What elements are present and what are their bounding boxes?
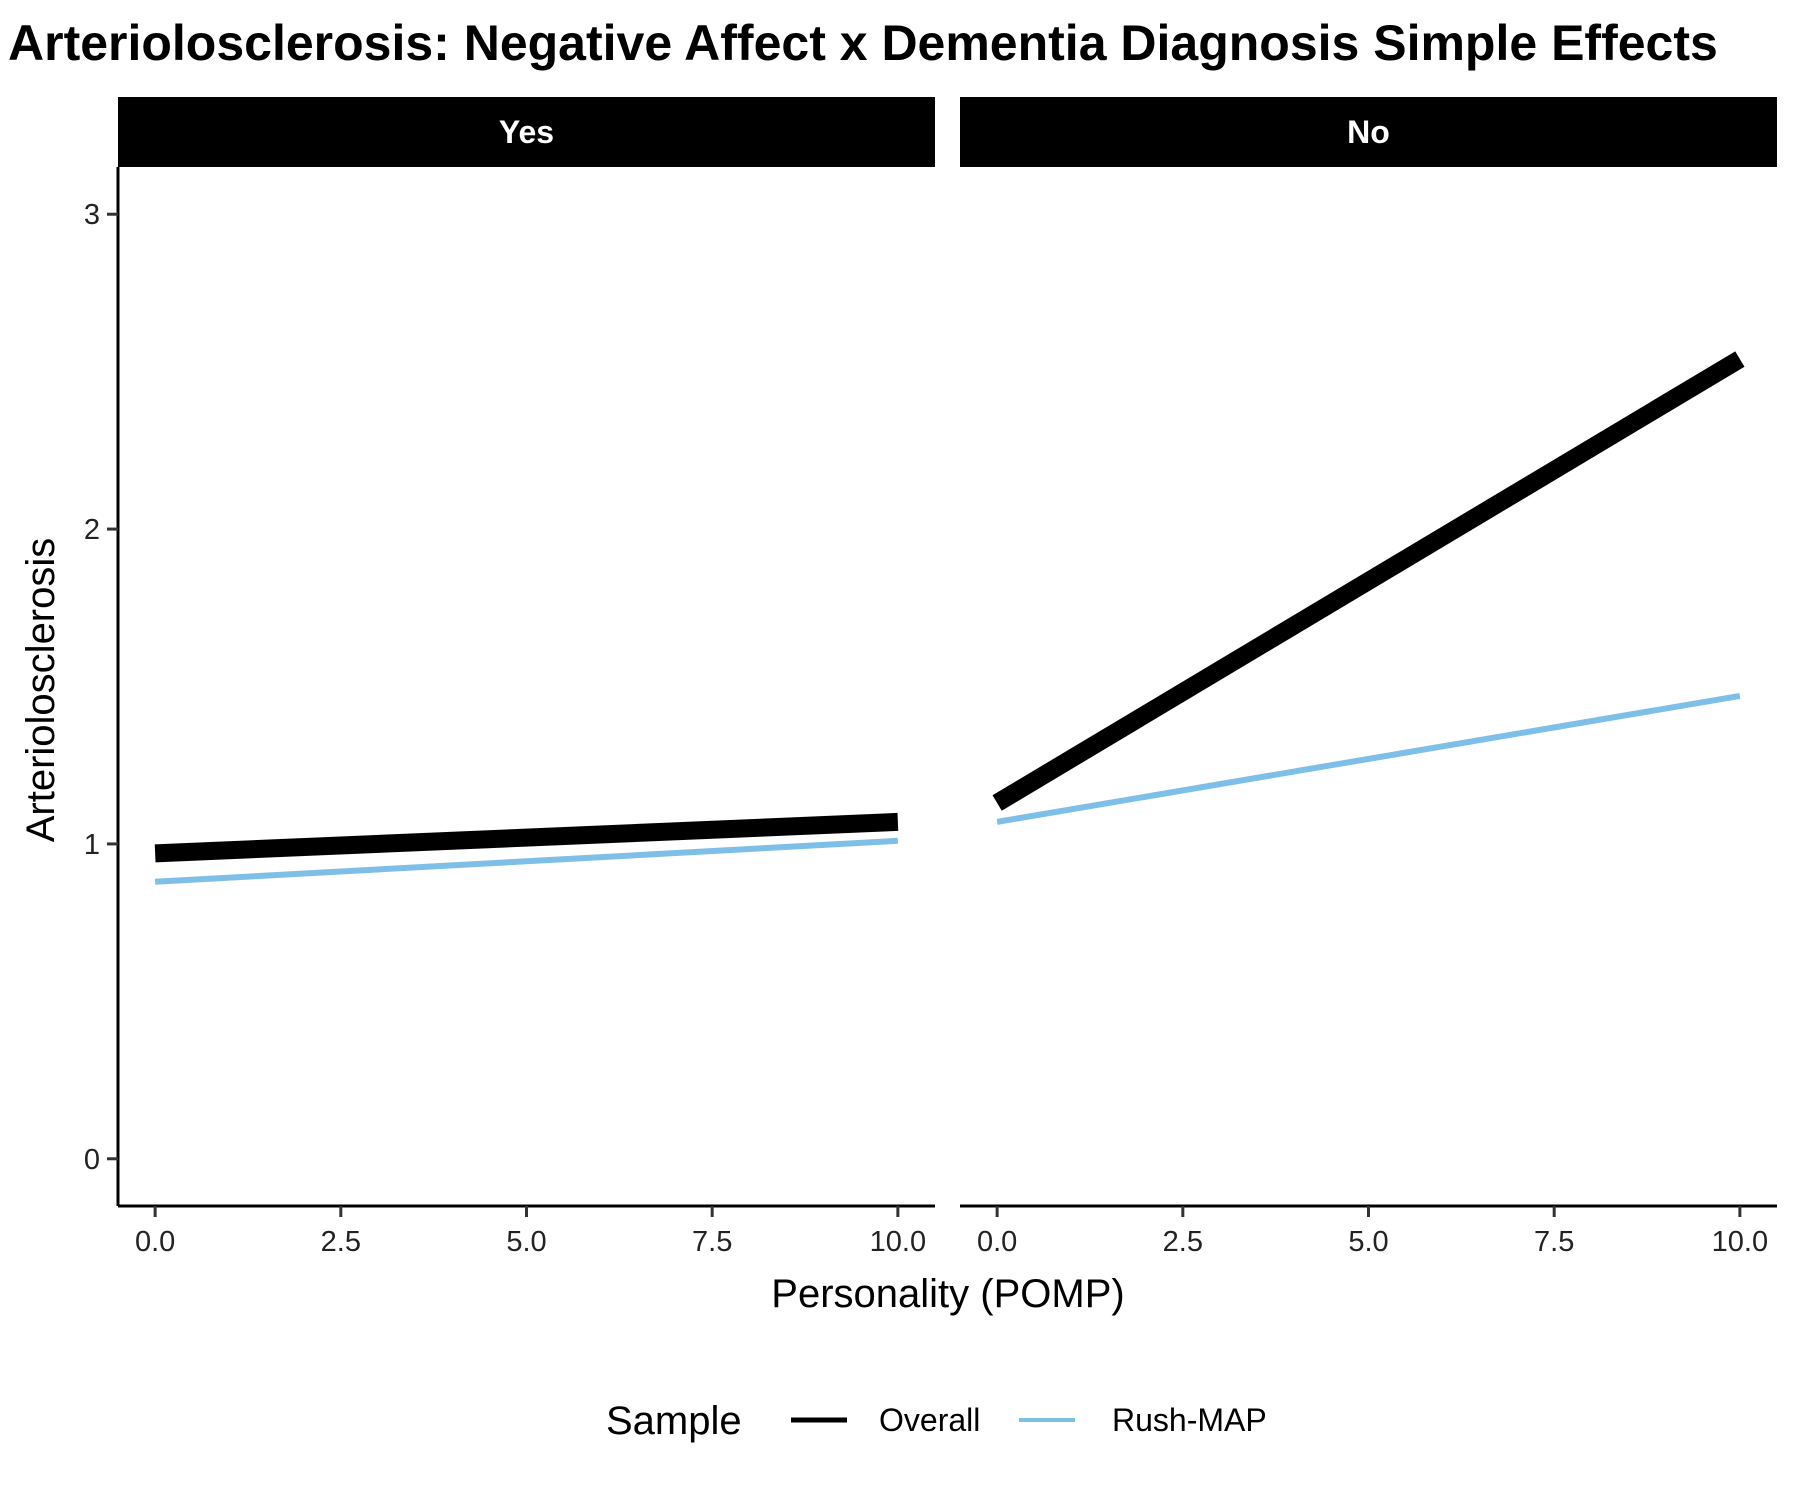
x-tick-label: 7.5 [692, 1226, 732, 1258]
facet-panel-no: No 0.0 2.5 5.0 7.5 10.0 [960, 97, 1777, 1258]
facet-strip-label: Yes [499, 114, 554, 150]
y-axis-title: Arteriolosclerosis [19, 538, 63, 843]
facet-panels: Yes 0.0 2.5 5.0 7.5 10.0 0 1 2 3 No 0.0 2.5 5.0 7.5 10.… [84, 97, 1777, 1258]
series-line-overall [154, 812, 899, 863]
facet-strip [118, 97, 935, 167]
y-tick-label: 3 [84, 199, 100, 231]
x-axis-title: Personality (POMP) [771, 1272, 1124, 1316]
x-tick-label: 0.0 [977, 1226, 1017, 1258]
y-tick-label: 2 [84, 514, 100, 546]
y-tick-label: 1 [84, 829, 100, 861]
series-line-rush-map [154, 837, 899, 885]
chart-title: Arteriolosclerosis: Negative Affect x De… [8, 15, 1718, 71]
x-tick-label: 5.0 [1348, 1226, 1388, 1258]
x-tick-label: 5.0 [506, 1226, 546, 1258]
x-tick-label: 2.5 [321, 1226, 361, 1258]
facet-panel-yes: Yes 0.0 2.5 5.0 7.5 10.0 0 1 2 3 [84, 97, 935, 1258]
series-line-rush-map [996, 692, 1741, 825]
x-tick-label: 10.0 [870, 1226, 926, 1258]
x-tick-label: 10.0 [1712, 1226, 1768, 1258]
legend: Sample Overall Rush-MAP [606, 1399, 1267, 1443]
x-tick-label: 0.0 [135, 1226, 175, 1258]
series-line-overall [992, 351, 1745, 811]
legend-label: Rush-MAP [1112, 1402, 1267, 1438]
legend-title: Sample [606, 1399, 742, 1443]
facet-strip-label: No [1347, 114, 1390, 150]
x-tick-label: 7.5 [1534, 1226, 1574, 1258]
legend-entry: Rush-MAP [1019, 1402, 1267, 1438]
legend-entry: Overall [791, 1402, 980, 1438]
x-tick-label: 2.5 [1163, 1226, 1203, 1258]
facet-strip [960, 97, 1777, 167]
y-tick-label: 0 [84, 1144, 100, 1176]
legend-label: Overall [879, 1402, 980, 1438]
